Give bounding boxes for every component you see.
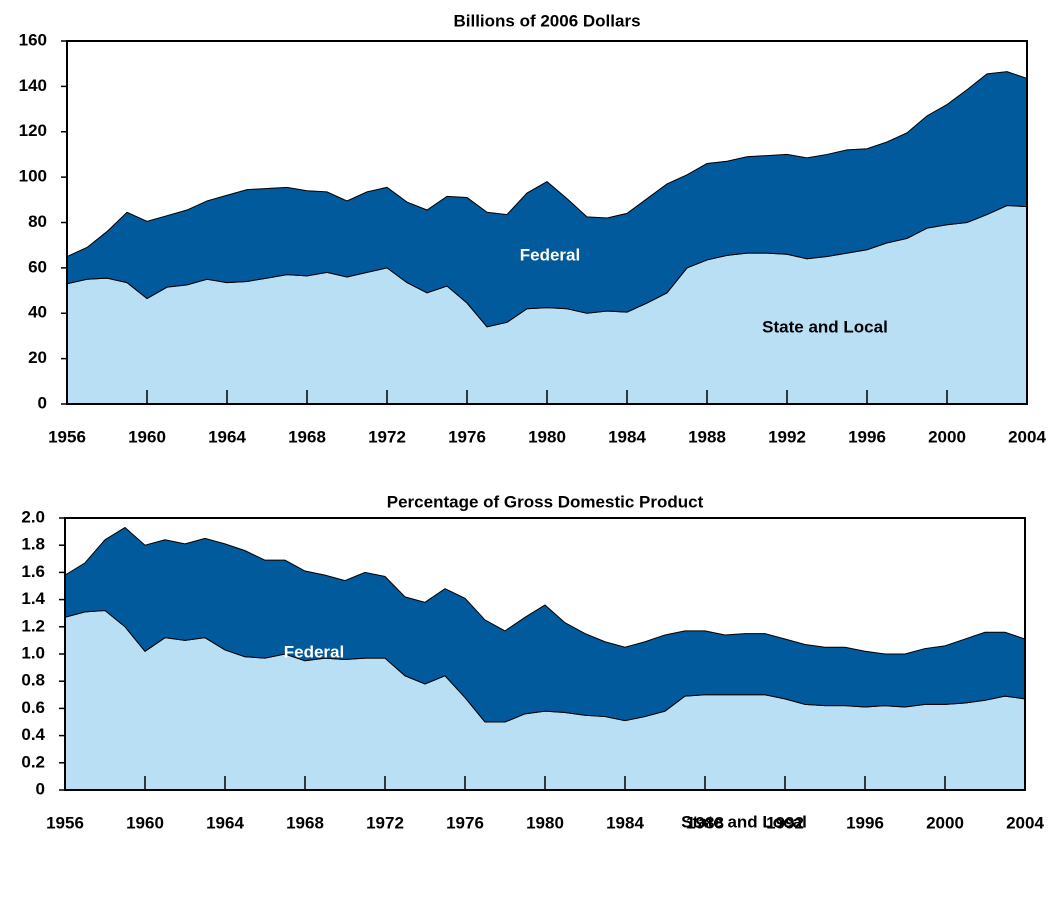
- x-tick-label: 2000: [926, 813, 964, 832]
- area-label: Federal: [520, 245, 580, 264]
- x-tick-label: 1992: [766, 813, 804, 832]
- x-tick-label: 1996: [846, 813, 884, 832]
- y-tick-label: 120: [19, 121, 47, 140]
- y-tick-label: 100: [19, 167, 47, 186]
- x-tick-label: 1972: [368, 427, 406, 446]
- y-tick-label: 160: [19, 30, 47, 49]
- x-tick-label: 1996: [848, 427, 886, 446]
- x-tick-label: 2004: [1008, 427, 1046, 446]
- x-tick-label: 2004: [1006, 813, 1044, 832]
- x-tick-label: 1988: [686, 813, 724, 832]
- x-tick-label: 2000: [928, 427, 966, 446]
- x-tick-label: 1992: [768, 427, 806, 446]
- y-tick-label: 2.0: [21, 507, 45, 526]
- chart-title: Billions of 2006 Dollars: [453, 11, 640, 30]
- y-tick-label: 1.6: [21, 562, 45, 581]
- y-tick-label: 40: [28, 303, 47, 322]
- x-tick-label: 1956: [48, 427, 86, 446]
- y-tick-label: 1.8: [21, 535, 45, 554]
- x-tick-label: 1964: [208, 427, 246, 446]
- area-label: State and Local: [681, 812, 807, 831]
- y-tick-label: 20: [28, 348, 47, 367]
- x-tick-label: 1980: [526, 813, 564, 832]
- y-tick-label: 0.6: [21, 698, 45, 717]
- y-tick-label: 0.2: [21, 752, 45, 771]
- x-tick-label: 1968: [286, 813, 324, 832]
- chart-title: Percentage of Gross Domestic Product: [387, 492, 704, 511]
- y-tick-label: 60: [28, 257, 47, 276]
- y-tick-label: 80: [28, 212, 47, 231]
- x-tick-label: 1984: [606, 813, 644, 832]
- x-tick-label: 1972: [366, 813, 404, 832]
- x-tick-label: 1988: [688, 427, 726, 446]
- x-tick-label: 1980: [528, 427, 566, 446]
- x-tick-label: 1968: [288, 427, 326, 446]
- y-tick-label: 1.2: [21, 616, 45, 635]
- y-tick-label: 0: [38, 393, 47, 412]
- y-tick-label: 0.8: [21, 671, 45, 690]
- x-tick-label: 1976: [448, 427, 486, 446]
- x-tick-label: 1960: [128, 427, 166, 446]
- x-tick-label: 1956: [46, 813, 84, 832]
- y-tick-label: 1.4: [21, 589, 45, 608]
- x-tick-label: 1964: [206, 813, 244, 832]
- area-label: State and Local: [762, 317, 888, 336]
- y-tick-label: 1.0: [21, 643, 45, 662]
- x-tick-label: 1984: [608, 427, 646, 446]
- area-label: Federal: [284, 642, 344, 661]
- x-tick-label: 1960: [126, 813, 164, 832]
- x-tick-label: 1976: [446, 813, 484, 832]
- y-tick-label: 0.4: [21, 725, 45, 744]
- y-tick-label: 140: [19, 76, 47, 95]
- y-tick-label: 0: [36, 779, 45, 798]
